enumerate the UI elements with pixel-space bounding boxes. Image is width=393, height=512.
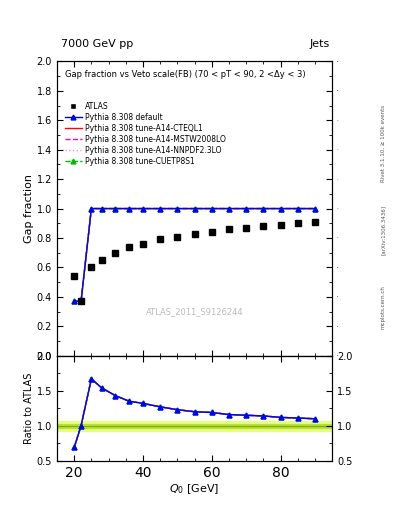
Text: Gap fraction vs Veto scale(FB) (70 < pT < 90, 2 <Δy < 3): Gap fraction vs Veto scale(FB) (70 < pT … (65, 70, 306, 79)
Bar (57, 423, 332, 428)
Text: mcplots.cern.ch: mcplots.cern.ch (381, 285, 386, 329)
Y-axis label: Gap fraction: Gap fraction (24, 174, 34, 243)
Y-axis label: Ratio to ATLAS: Ratio to ATLAS (24, 373, 34, 444)
Text: ATLAS_2011_S9126244: ATLAS_2011_S9126244 (146, 307, 243, 316)
Bar (57, 421, 332, 431)
X-axis label: $Q_0$ [GeV]: $Q_0$ [GeV] (169, 482, 220, 496)
Text: Rivet 3.1.10, ≥ 100k events: Rivet 3.1.10, ≥ 100k events (381, 105, 386, 182)
Text: 7000 GeV pp: 7000 GeV pp (61, 38, 133, 49)
Text: [arXiv:1306.3436]: [arXiv:1306.3436] (381, 205, 386, 255)
Text: Jets: Jets (310, 38, 330, 49)
Legend: ATLAS, Pythia 8.308 default, Pythia 8.308 tune-A14-CTEQL1, Pythia 8.308 tune-A14: ATLAS, Pythia 8.308 default, Pythia 8.30… (64, 100, 227, 167)
